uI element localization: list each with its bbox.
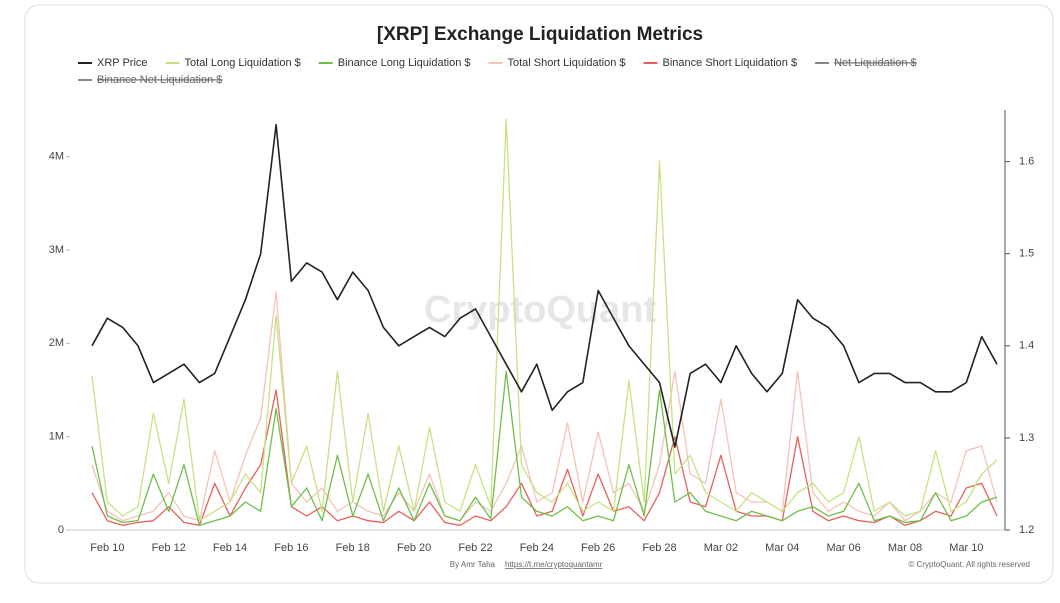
legend-label[interactable]: Total Short Liquidation $ (508, 57, 626, 69)
legend-label[interactable]: Net Liquidation $ (834, 57, 917, 69)
x-tick-label: Feb 12 (152, 542, 186, 554)
y-tick-label: 1M (49, 431, 64, 443)
y-tick-label: 4M (49, 151, 64, 163)
x-tick-label: Feb 22 (458, 542, 492, 554)
y2-tick-label: 1.3 (1019, 432, 1034, 444)
x-tick-label: Feb 16 (274, 542, 308, 554)
x-tick-label: Feb 26 (581, 542, 615, 554)
x-tick-label: Mar 02 (704, 542, 738, 554)
legend-label[interactable]: XRP Price (97, 57, 148, 69)
series-line (91, 370, 998, 526)
x-tick-label: Mar 04 (765, 542, 799, 554)
copyright: © CryptoQuant. All rights reserved (909, 560, 1031, 569)
y-tick-label: 2M (49, 337, 64, 349)
series-line (91, 118, 998, 522)
series-line (91, 123, 998, 448)
legend-label[interactable]: Binance Net Liquidation $ (97, 74, 222, 86)
legend-label[interactable]: Binance Long Liquidation $ (338, 57, 471, 69)
y-tick-label: 0 (58, 524, 64, 536)
x-tick-label: Mar 10 (949, 542, 983, 554)
legend-label[interactable]: Total Long Liquidation $ (185, 57, 301, 69)
y2-tick-label: 1.6 (1019, 155, 1034, 167)
y2-tick-label: 1.2 (1019, 524, 1034, 536)
footer-link[interactable]: https://t.me/cryptoquantamr (505, 560, 603, 569)
x-tick-label: Feb 24 (520, 542, 554, 554)
x-tick-label: Feb 18 (336, 542, 370, 554)
y2-tick-label: 1.5 (1019, 248, 1034, 260)
x-tick-label: Feb 20 (397, 542, 431, 554)
x-tick-label: Mar 06 (826, 542, 860, 554)
x-tick-label: Feb 14 (213, 542, 247, 554)
x-tick-label: Feb 28 (642, 542, 676, 554)
chart-title: [XRP] Exchange Liquidation Metrics (377, 24, 703, 45)
x-tick-label: Mar 08 (888, 542, 922, 554)
footer-author: By Amr Taha (450, 560, 496, 569)
x-tick-label: Feb 10 (90, 542, 124, 554)
y2-tick-label: 1.4 (1019, 340, 1034, 352)
y-tick-label: 3M (49, 244, 64, 256)
watermark: CryptoQuant (424, 289, 657, 331)
legend-label[interactable]: Binance Short Liquidation $ (663, 57, 798, 69)
